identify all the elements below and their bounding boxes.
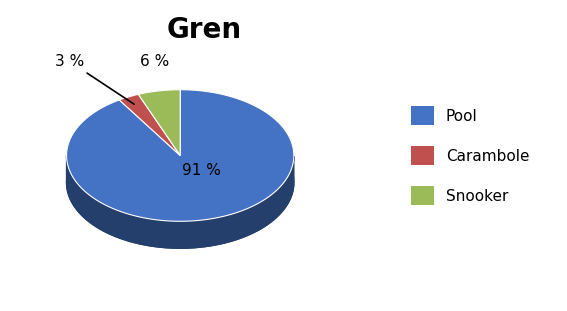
Polygon shape [66, 156, 294, 248]
Polygon shape [138, 90, 180, 156]
Polygon shape [119, 94, 180, 156]
Text: 91 %: 91 % [181, 163, 221, 178]
Text: 3 %: 3 % [54, 54, 134, 104]
Text: 6 %: 6 % [140, 54, 169, 69]
Text: Gren: Gren [167, 16, 242, 44]
Polygon shape [66, 117, 294, 248]
Polygon shape [66, 90, 294, 221]
Legend: Pool, Carambole, Snooker: Pool, Carambole, Snooker [404, 100, 535, 211]
